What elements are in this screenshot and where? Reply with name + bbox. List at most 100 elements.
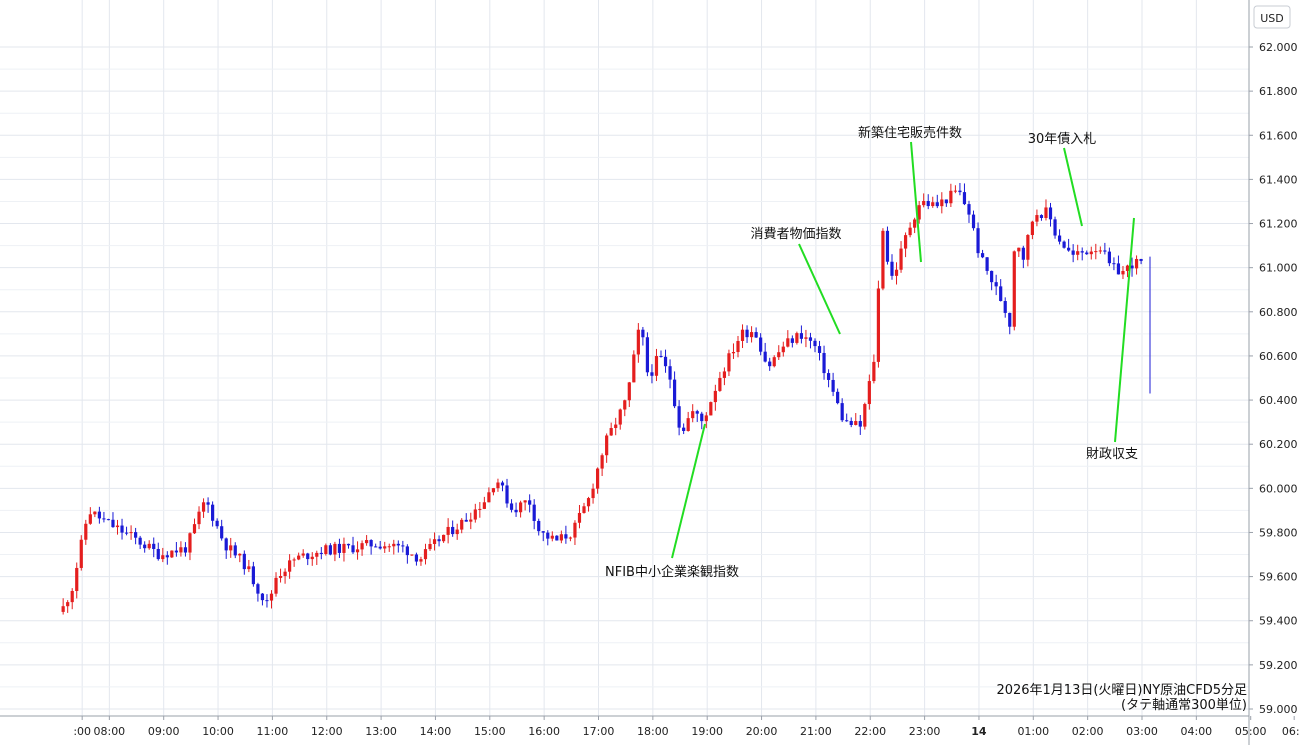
- candle-up: [229, 545, 233, 551]
- candle-up: [899, 248, 903, 270]
- candle-down: [97, 511, 101, 519]
- candle-up: [392, 543, 396, 547]
- candle-down: [990, 270, 994, 283]
- candle-up: [66, 602, 70, 607]
- x-axis: :00 08:00 09:00 10:00 11:00 12:00 13:00 14:00 15…: [0, 715, 1300, 738]
- candle-down: [242, 553, 246, 570]
- currency-badge[interactable]: [1253, 5, 1291, 29]
- candle-up: [573, 522, 577, 538]
- candle-up: [129, 532, 133, 534]
- y-tick-label: 60.200: [1259, 438, 1298, 451]
- candle-up: [863, 404, 867, 427]
- candle-down: [328, 545, 332, 555]
- candle-up: [487, 492, 491, 503]
- candle-down: [351, 545, 355, 553]
- candle-up: [786, 338, 790, 347]
- annotation-label: 財政収支: [1086, 447, 1138, 462]
- annotation-label: 30年債入札: [1028, 132, 1097, 147]
- candle-up: [1026, 235, 1030, 260]
- candle-up: [781, 346, 785, 353]
- grid-lines: [0, 0, 1249, 716]
- candle-up: [872, 361, 876, 382]
- candle-up: [455, 529, 459, 535]
- candle-up: [686, 418, 690, 431]
- candle-up: [867, 381, 871, 405]
- candle-up: [288, 560, 292, 572]
- candle-up: [88, 514, 92, 524]
- candle-up: [550, 535, 554, 539]
- candle-up: [518, 502, 523, 513]
- candle-down: [564, 534, 568, 539]
- candle-down: [211, 504, 215, 521]
- candle-up: [632, 354, 636, 383]
- candle-up: [201, 502, 206, 512]
- candlestick-series: [61, 182, 1151, 615]
- x-tick-label: 05:00: [1235, 725, 1267, 738]
- candle-up: [274, 577, 278, 594]
- candle-up: [460, 519, 464, 530]
- candle-up: [383, 546, 387, 549]
- x-tick-label: 04:00: [1180, 725, 1212, 738]
- candle-up: [591, 488, 595, 499]
- candle-up: [876, 288, 881, 362]
- candle-down: [1003, 301, 1007, 313]
- candle-up: [1089, 251, 1093, 255]
- candle-up: [1094, 251, 1098, 253]
- candle-down: [926, 200, 930, 207]
- candle-down: [668, 366, 672, 380]
- candle-up: [61, 606, 65, 612]
- x-tick-label: 17:00: [583, 725, 615, 738]
- candle-up: [342, 543, 346, 553]
- candle-down: [1039, 215, 1044, 218]
- candle-down: [799, 333, 804, 339]
- candle-up: [428, 543, 432, 550]
- y-tick-label: 60.000: [1259, 482, 1298, 495]
- candle-down: [858, 421, 862, 427]
- candle-down: [206, 502, 210, 505]
- candle-up: [953, 190, 957, 192]
- candle-down: [663, 356, 668, 367]
- candle-up: [949, 190, 953, 204]
- candle-down: [183, 547, 188, 553]
- candle-up: [1098, 250, 1102, 252]
- candle-down: [124, 532, 129, 534]
- annotation-label: NFIB中小企業楽観指数: [605, 564, 739, 580]
- annotation-line: [1063, 147, 1083, 227]
- candle-up: [1121, 270, 1125, 275]
- candle-down: [319, 552, 323, 554]
- candle-down: [672, 379, 677, 407]
- candle-up: [749, 332, 754, 338]
- x-tick-label: 20:00: [746, 725, 778, 738]
- candle-up: [523, 500, 527, 503]
- candle-down: [890, 261, 894, 276]
- candle-down: [677, 406, 681, 428]
- candle-down: [641, 329, 645, 338]
- caption-line-1: 2026年1月13日(火曜日)NY原油CFD5分足: [996, 683, 1247, 698]
- candle-down: [1057, 235, 1062, 242]
- candle-up: [238, 553, 242, 556]
- y-tick-label: 62.000: [1259, 41, 1298, 54]
- y-tick-label: 59.000: [1259, 703, 1298, 716]
- y-tick-label: 60.600: [1259, 350, 1298, 363]
- candle-down: [1053, 219, 1057, 236]
- x-tick-label: 10:00: [202, 725, 234, 738]
- candle-up: [170, 550, 174, 558]
- candle-down: [1112, 263, 1116, 265]
- candle-down: [763, 351, 767, 362]
- x-tick-label: 08:00: [93, 725, 125, 738]
- candle-down: [1048, 207, 1053, 220]
- x-tick-label: 19:00: [691, 725, 723, 738]
- candle-up: [496, 482, 500, 489]
- candle-up: [595, 468, 600, 489]
- candle-up: [713, 390, 717, 403]
- candle-up: [292, 559, 296, 561]
- candle-up: [709, 402, 713, 416]
- annotation-label: 消費者物価指数: [750, 227, 841, 242]
- candle-up: [727, 353, 731, 372]
- candle-up: [636, 329, 640, 355]
- candle-down: [754, 332, 758, 338]
- candle-down: [260, 593, 265, 601]
- candle-up: [627, 382, 631, 401]
- x-tick-label: 22:00: [854, 725, 886, 738]
